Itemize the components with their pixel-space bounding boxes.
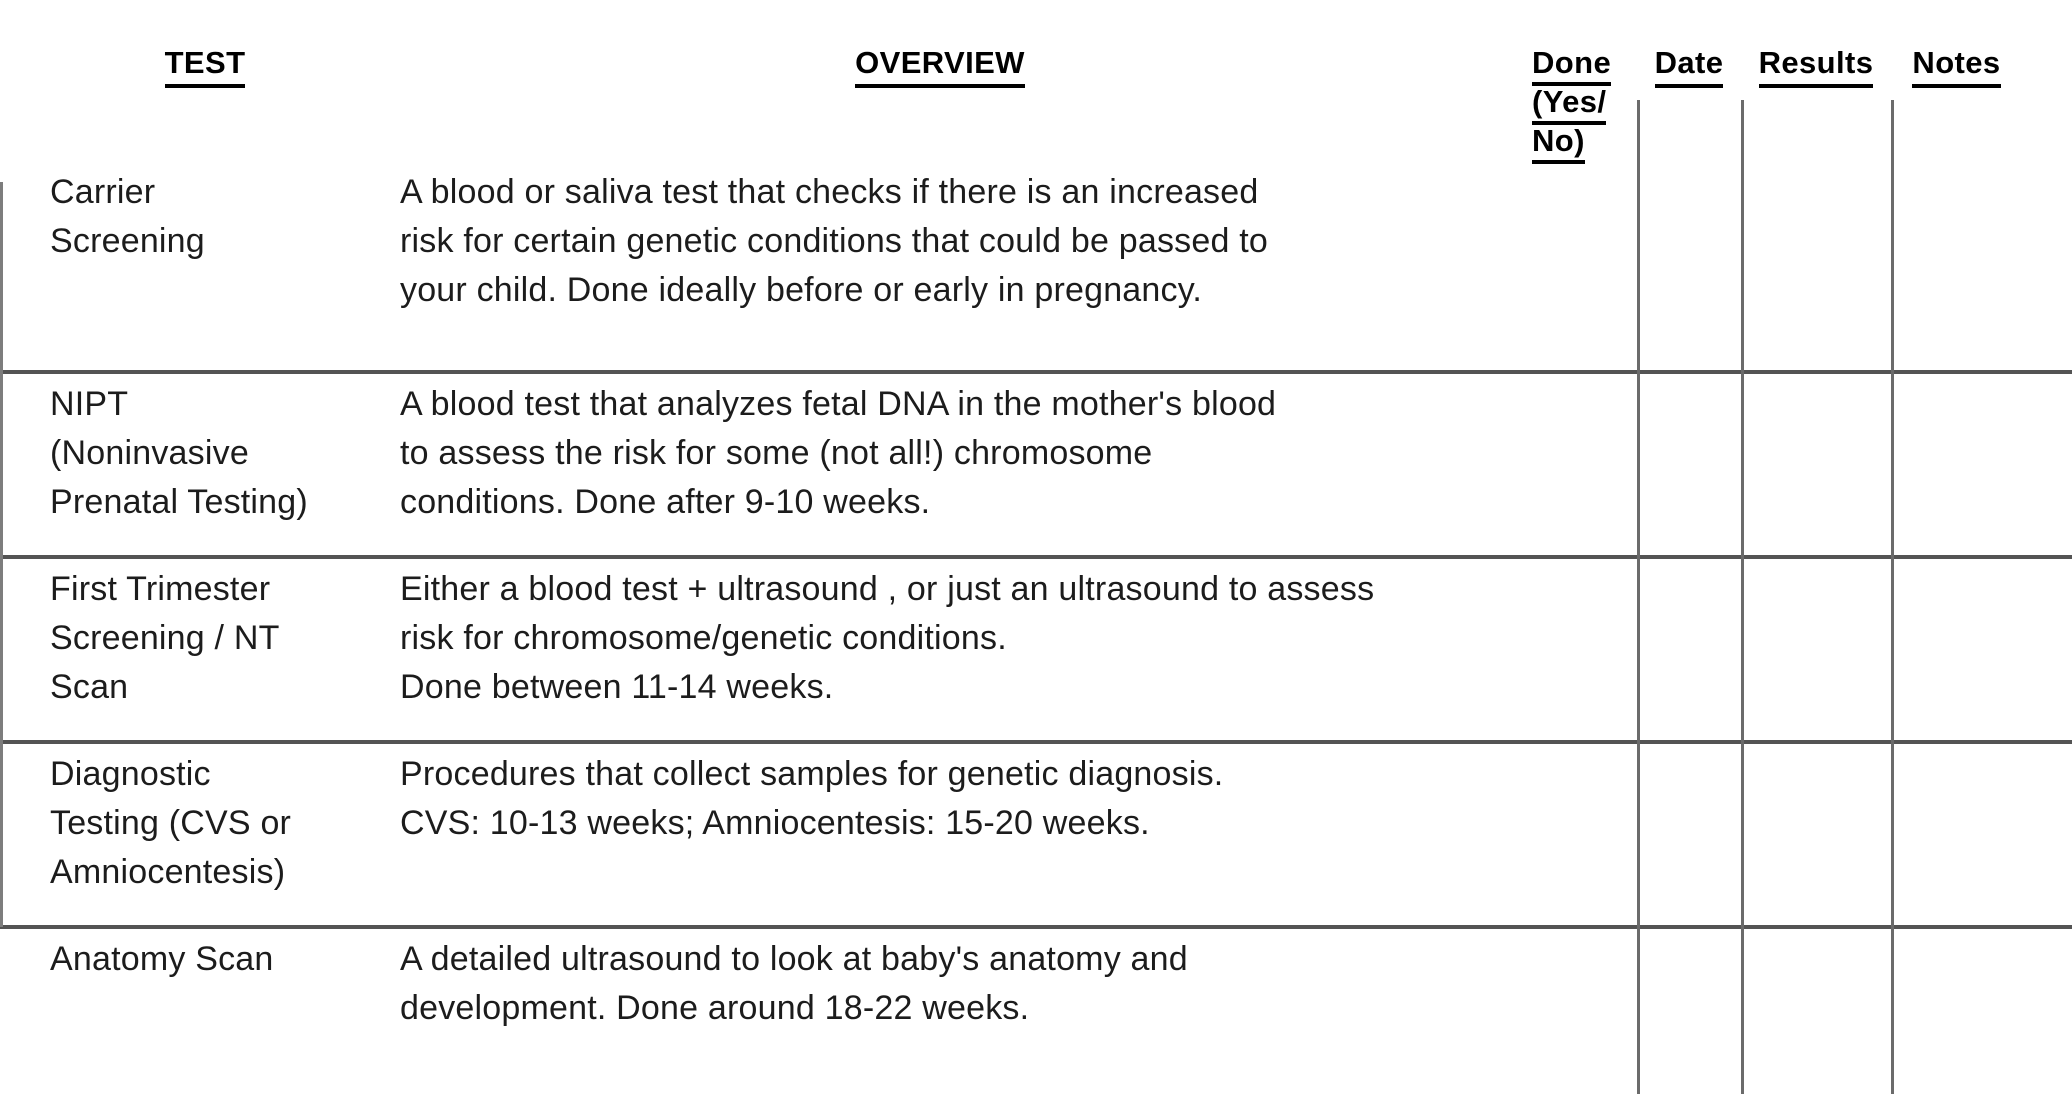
date-cell [1637,742,1741,927]
date-cell [1637,557,1741,742]
column-header-results: Results [1741,0,1891,160]
overview-cell: Either a blood test + ultrasound , or ju… [400,570,1375,706]
notes-cell [1891,557,2072,742]
table-left-border [0,182,3,927]
column-header-done-line2: (Yes/ [1532,84,1607,125]
row-separator-line-2 [0,555,2072,559]
column-separator-results-notes [1891,100,1894,1094]
test-name-cell: First Trimester Screening / NT Scan [50,570,280,706]
column-header-notes-label: Notes [1912,45,2001,88]
date-cell [1637,372,1741,557]
results-cell [1741,742,1891,927]
column-header-overview-label: OVERVIEW [855,45,1025,88]
notes-cell [1891,372,2072,557]
row-separator-line-1 [0,370,2072,374]
overview-cell: A blood test that analyzes fetal DNA in … [400,385,1277,521]
results-cell [1741,372,1891,557]
test-name-cell: NIPT (Noninvasive Prenatal Testing) [50,385,308,521]
notes-cell [1891,927,2072,1094]
done-cell [1520,372,1637,557]
column-header-done-line3: No) [1532,123,1585,164]
column-header-results-label: Results [1758,45,1874,88]
results-cell [1741,557,1891,742]
row-separator-line-3 [0,740,2072,744]
column-header-notes: Notes [1891,0,2072,160]
date-cell [1637,160,1741,372]
column-header-date: Date [1637,0,1741,160]
done-cell [1520,927,1637,1094]
overview-cell: A blood or saliva test that checks if th… [400,173,1268,309]
results-cell [1741,927,1891,1094]
column-separator-date-results [1741,100,1744,1094]
notes-cell [1891,160,2072,372]
overview-cell: A detailed ultrasound to look at baby's … [400,940,1188,1027]
date-cell [1637,927,1741,1094]
row-separator-line-4 [0,925,2072,929]
column-header-done-line1: Done [1532,45,1612,86]
done-cell [1520,557,1637,742]
overview-cell: Procedures that collect samples for gene… [400,755,1224,842]
results-cell [1741,160,1891,372]
column-header-done: Done (Yes/ No) [1520,0,1637,164]
column-header-test: TEST [0,0,360,160]
column-header-date-label: Date [1654,45,1724,88]
column-header-test-label: TEST [164,45,246,88]
column-header-overview: OVERVIEW [360,0,1520,160]
test-name-cell: Carrier Screening [50,173,205,260]
done-cell [1520,160,1637,372]
column-separator-done-date [1637,100,1640,1094]
notes-cell [1891,742,2072,927]
test-name-cell: Diagnostic Testing (CVS or Amniocentesis… [50,755,292,891]
done-cell [1520,742,1637,927]
test-name-cell: Anatomy Scan [50,940,274,978]
